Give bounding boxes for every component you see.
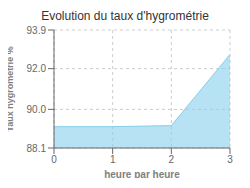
svg-text:90.0: 90.0 <box>27 104 47 115</box>
svg-text:2: 2 <box>169 154 175 165</box>
svg-text:1: 1 <box>110 154 116 165</box>
svg-text:92.0: 92.0 <box>27 63 47 74</box>
svg-text:Taux hygrométrie %: Taux hygrométrie % <box>8 46 15 131</box>
svg-text:3: 3 <box>227 154 233 165</box>
svg-text:93.9: 93.9 <box>27 25 47 36</box>
svg-text:88.1: 88.1 <box>27 143 47 154</box>
svg-text:heure par heure: heure par heure <box>104 169 180 178</box>
svg-text:0: 0 <box>51 154 57 165</box>
html-text:Evolution du taux d'hygrométri: Evolution du taux d'hygrométrie <box>41 9 209 23</box>
